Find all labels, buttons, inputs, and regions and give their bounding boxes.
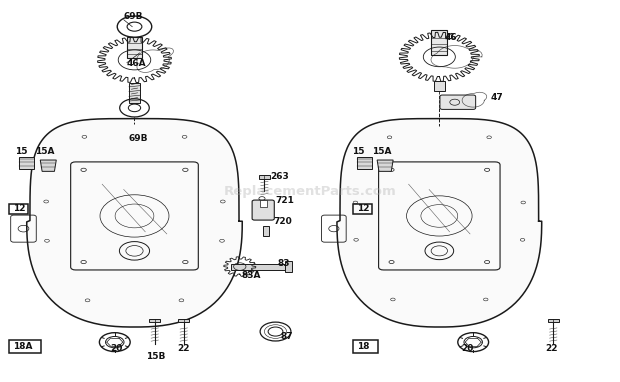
Text: 20: 20 bbox=[461, 345, 473, 353]
Text: 69B: 69B bbox=[123, 12, 143, 21]
Text: 15: 15 bbox=[15, 147, 27, 156]
Bar bbox=[432, 31, 448, 55]
Bar bbox=[129, 83, 140, 104]
Text: 22: 22 bbox=[177, 345, 190, 353]
Text: 263: 263 bbox=[270, 172, 289, 181]
Text: 721: 721 bbox=[275, 196, 294, 205]
Text: 720: 720 bbox=[273, 217, 292, 226]
Text: 15B: 15B bbox=[146, 351, 165, 361]
Bar bbox=[149, 319, 161, 322]
Bar bbox=[178, 319, 189, 322]
Text: 20: 20 bbox=[110, 345, 122, 353]
Text: 46: 46 bbox=[445, 34, 457, 42]
Bar bbox=[9, 204, 28, 214]
FancyBboxPatch shape bbox=[252, 200, 274, 220]
Bar bbox=[19, 157, 34, 170]
Bar bbox=[260, 201, 267, 207]
Text: 15A: 15A bbox=[35, 147, 54, 156]
Text: ReplacementParts.com: ReplacementParts.com bbox=[224, 185, 396, 197]
Text: 46A: 46A bbox=[126, 59, 146, 68]
Text: 22: 22 bbox=[545, 345, 558, 353]
Text: 18: 18 bbox=[356, 342, 370, 351]
Bar bbox=[231, 264, 285, 270]
Bar bbox=[547, 319, 559, 322]
Text: 87: 87 bbox=[280, 332, 293, 341]
Bar bbox=[259, 175, 270, 179]
Bar bbox=[353, 340, 378, 353]
Bar bbox=[285, 261, 291, 272]
Bar bbox=[9, 340, 42, 353]
FancyBboxPatch shape bbox=[440, 95, 476, 109]
Bar bbox=[263, 226, 268, 236]
Polygon shape bbox=[377, 160, 393, 172]
Text: 83: 83 bbox=[278, 259, 291, 268]
Bar bbox=[353, 204, 371, 214]
Bar bbox=[434, 81, 445, 91]
Text: 47: 47 bbox=[490, 93, 503, 102]
Text: 83A: 83A bbox=[241, 271, 260, 280]
Bar bbox=[127, 37, 142, 58]
Polygon shape bbox=[337, 118, 542, 327]
Text: 12: 12 bbox=[356, 204, 370, 213]
Text: 12: 12 bbox=[13, 204, 25, 213]
Text: 69B: 69B bbox=[128, 134, 148, 142]
Polygon shape bbox=[40, 160, 56, 172]
Text: 15: 15 bbox=[353, 147, 365, 156]
Polygon shape bbox=[27, 118, 242, 327]
Text: 15A: 15A bbox=[371, 147, 391, 156]
Bar bbox=[356, 157, 371, 170]
Text: 18A: 18A bbox=[13, 342, 33, 351]
